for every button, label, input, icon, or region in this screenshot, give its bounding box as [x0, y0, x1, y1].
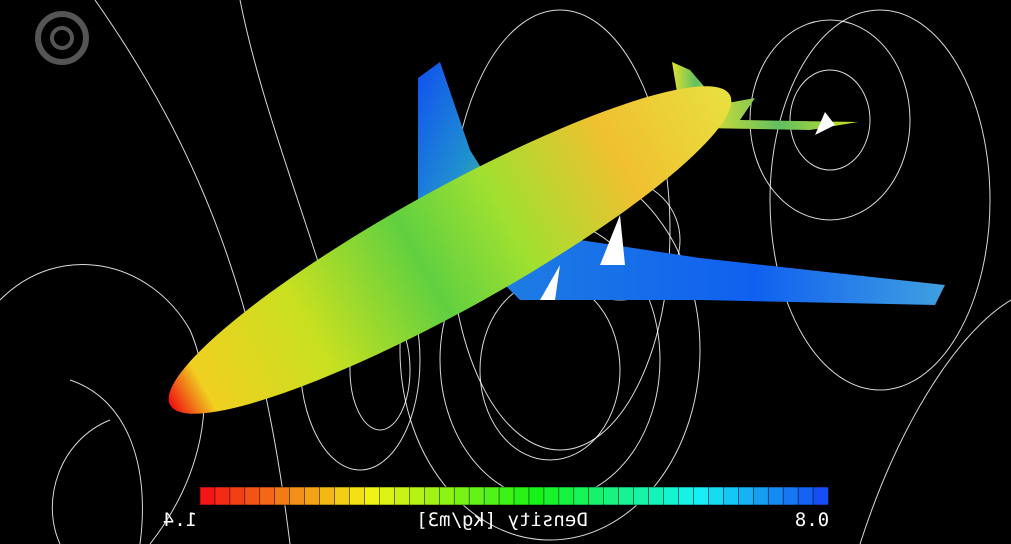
colorbar-swatch [708, 487, 723, 505]
colorbar-swatch [200, 487, 215, 505]
colorbar-swatch [738, 487, 753, 505]
colorbar-swatch [379, 487, 394, 505]
colorbar-swatch [275, 487, 290, 505]
colorbar-swatch [305, 487, 320, 505]
colorbar-swatch [604, 487, 619, 505]
colorbar-swatch [260, 487, 275, 505]
colorbar-swatch [723, 487, 738, 505]
logo [38, 14, 86, 62]
colorbar-swatch [678, 487, 693, 505]
colorbar-swatch [634, 487, 649, 505]
colorbar-swatch [619, 487, 634, 505]
colorbar-swatch [394, 487, 409, 505]
colorbar-swatch [783, 487, 798, 505]
colorbar-swatch [589, 487, 604, 505]
colorbar-swatch [290, 487, 305, 505]
colorbar-right-label: 0.8 [795, 509, 829, 531]
colorbar-left-label: 1.4 [163, 509, 197, 531]
colorbar [200, 487, 829, 505]
colorbar-swatch [514, 487, 529, 505]
colorbar-swatch [335, 487, 350, 505]
colorbar-swatch [350, 487, 365, 505]
colorbar-swatch [215, 487, 230, 505]
colorbar-swatch [364, 487, 379, 505]
colorbar-swatch [693, 487, 708, 505]
colorbar-swatch [454, 487, 469, 505]
colorbar-title: Density [kg/m3] [416, 509, 588, 531]
colorbar-swatch [768, 487, 783, 505]
colorbar-swatch [664, 487, 679, 505]
colorbar-swatch [544, 487, 559, 505]
colorbar-swatch [484, 487, 499, 505]
colorbar-swatch [753, 487, 768, 505]
colorbar-swatch [529, 487, 544, 505]
aircraft [141, 42, 945, 457]
colorbar-swatch [409, 487, 424, 505]
colorbar-swatch [499, 487, 514, 505]
colorbar-swatch [649, 487, 664, 505]
visualization: 1.4 Density [kg/m3] 0.8 [0, 0, 1011, 544]
colorbar-swatch [469, 487, 484, 505]
colorbar-swatch [245, 487, 260, 505]
colorbar-swatch [574, 487, 589, 505]
colorbar-swatch [320, 487, 335, 505]
colorbar-swatch [813, 487, 828, 505]
colorbar-swatch [424, 487, 439, 505]
colorbar-swatch [439, 487, 454, 505]
page: 1.4 Density [kg/m3] 0.8 (() => { const d… [0, 0, 1011, 544]
colorbar-swatch [230, 487, 245, 505]
colorbar-swatch [559, 487, 574, 505]
colorbar-swatch [798, 487, 813, 505]
